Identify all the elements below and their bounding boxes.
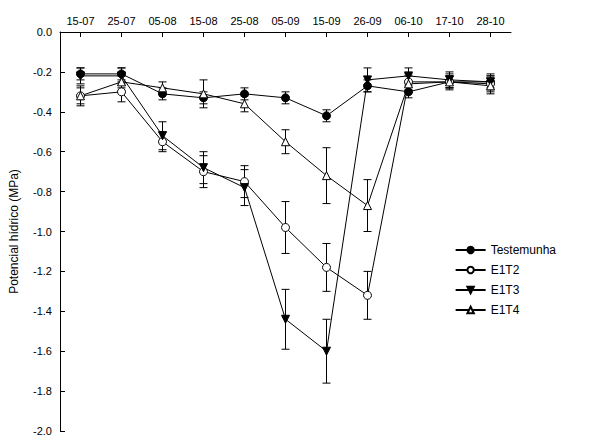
svg-text:25-07: 25-07 — [107, 15, 135, 27]
svg-text:15-08: 15-08 — [189, 15, 217, 27]
svg-text:-1.4: -1.4 — [33, 305, 52, 317]
svg-text:Testemunha: Testemunha — [491, 243, 557, 257]
svg-text:-0.8: -0.8 — [33, 186, 52, 198]
svg-text:15-07: 15-07 — [66, 15, 94, 27]
svg-text:17-10: 17-10 — [435, 15, 463, 27]
svg-text:E1T4: E1T4 — [491, 303, 520, 317]
svg-text:Potencial hídrico (MPa): Potencial hídrico (MPa) — [7, 169, 21, 294]
svg-text:15-09: 15-09 — [312, 15, 340, 27]
svg-text:05-08: 05-08 — [148, 15, 176, 27]
svg-text:28-10: 28-10 — [476, 15, 504, 27]
svg-text:05-09: 05-09 — [271, 15, 299, 27]
svg-text:0.0: 0.0 — [37, 26, 52, 38]
svg-text:-1.6: -1.6 — [33, 345, 52, 357]
svg-text:E1T2: E1T2 — [491, 263, 520, 277]
svg-text:E1T3: E1T3 — [491, 283, 520, 297]
svg-text:25-08: 25-08 — [230, 15, 258, 27]
svg-text:-1.0: -1.0 — [33, 226, 52, 238]
svg-text:-0.6: -0.6 — [33, 146, 52, 158]
svg-text:-2.0: -2.0 — [33, 425, 52, 437]
svg-text:06-10: 06-10 — [394, 15, 422, 27]
svg-text:-1.8: -1.8 — [33, 385, 52, 397]
svg-text:-0.2: -0.2 — [33, 66, 52, 78]
svg-text:-0.4: -0.4 — [33, 106, 52, 118]
svg-text:26-09: 26-09 — [353, 15, 381, 27]
svg-text:-1.2: -1.2 — [33, 265, 52, 277]
